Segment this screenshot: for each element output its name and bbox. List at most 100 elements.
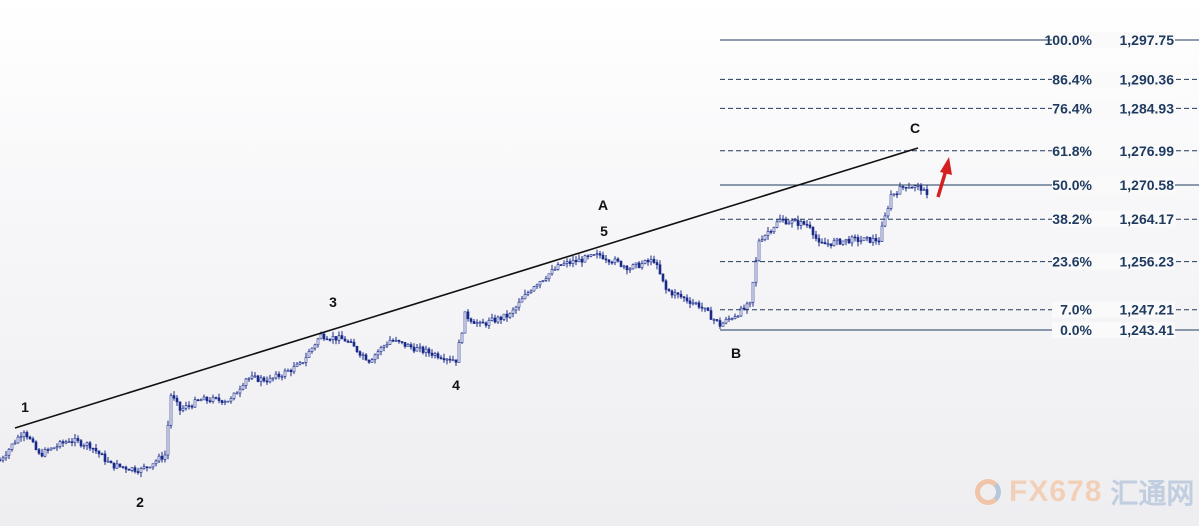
- trendline: [14, 147, 919, 429]
- candle-body: [727, 318, 731, 321]
- candle-body: [241, 385, 245, 390]
- candle-body: [445, 358, 449, 361]
- candle-body: [883, 215, 887, 227]
- candle-body: [28, 436, 32, 440]
- fib-level: 86.4% 1,290.36: [720, 71, 1199, 88]
- candle-body: [790, 220, 794, 224]
- fib-price: 1,297.75: [1120, 32, 1175, 48]
- candle-body: [502, 313, 506, 320]
- fib-percent: 0.0%: [1060, 322, 1092, 338]
- candle-body: [562, 263, 566, 266]
- candle-body: [907, 186, 911, 189]
- candle-body: [589, 254, 593, 257]
- candle-body: [130, 467, 134, 471]
- candle-body: [478, 321, 482, 324]
- candle-body: [652, 258, 656, 263]
- red-arrow-head-icon: [940, 157, 952, 175]
- fib-percent: 100.0%: [1045, 32, 1093, 48]
- candle-body: [829, 243, 833, 247]
- candle-body: [832, 240, 836, 247]
- candle-body: [25, 432, 29, 438]
- candle-body: [601, 254, 605, 260]
- fib-price: 1,284.93: [1120, 100, 1175, 116]
- candle-body: [415, 347, 419, 352]
- candle-body: [568, 261, 572, 264]
- candle-body: [553, 269, 557, 271]
- candles: [0, 182, 929, 478]
- candle-body: [94, 447, 98, 452]
- candle-body: [100, 453, 104, 456]
- candle-body: [862, 237, 866, 241]
- candle-body: [922, 189, 926, 191]
- candle-body: [268, 377, 272, 383]
- candle-body: [640, 263, 644, 269]
- candle-body: [433, 353, 437, 356]
- candle-body: [250, 375, 254, 379]
- fib-level: 0.0% 1,243.41: [720, 322, 1199, 338]
- candle-body: [820, 241, 824, 244]
- candle-body: [436, 353, 440, 358]
- candle-body: [487, 320, 491, 326]
- candle-body: [226, 400, 230, 403]
- candle-body: [235, 392, 239, 395]
- candle-body: [172, 395, 176, 399]
- candle-body: [61, 441, 65, 444]
- candle-body: [64, 441, 68, 444]
- candle-body: [52, 447, 56, 450]
- candle-body: [460, 332, 464, 343]
- candle-body: [1, 457, 5, 461]
- candle-body: [154, 460, 158, 465]
- candle-body: [10, 443, 14, 450]
- candle-body: [505, 313, 509, 318]
- candle-body: [835, 238, 839, 242]
- candle-body: [565, 261, 569, 264]
- candle-body: [739, 307, 743, 317]
- candle-body: [55, 446, 59, 449]
- candle-body: [529, 290, 533, 294]
- candle-body: [691, 302, 695, 305]
- fib-label-bg: [1052, 176, 1175, 193]
- candle-body: [286, 370, 290, 372]
- candle-body: [373, 354, 377, 360]
- candle-body: [304, 357, 308, 363]
- candle-body: [811, 227, 815, 236]
- candle-body: [403, 342, 407, 347]
- candle-body: [517, 301, 521, 308]
- candle-body: [559, 264, 563, 266]
- candle-body: [148, 466, 152, 469]
- fib-level: 100.0% 1,297.75: [720, 31, 1199, 48]
- wave-label-3: 3: [329, 294, 337, 310]
- candle-body: [880, 225, 884, 242]
- candle-body: [901, 186, 905, 188]
- candle-body: [787, 222, 791, 225]
- candle-body: [490, 317, 494, 321]
- candle-body: [676, 292, 680, 295]
- candle-body: [649, 258, 653, 263]
- fib-label-bg: [1052, 253, 1175, 270]
- wave-label-5: 5: [600, 223, 608, 239]
- candle-body: [346, 340, 350, 343]
- candle-body: [88, 442, 92, 449]
- candle-body: [112, 462, 116, 469]
- candle-body: [205, 396, 209, 402]
- candle-body: [877, 240, 881, 243]
- candle-body: [526, 292, 530, 295]
- candle-body: [361, 354, 365, 357]
- candle-body: [817, 238, 821, 243]
- candle-body: [457, 342, 461, 363]
- candle-body: [805, 223, 809, 226]
- candle-body: [334, 336, 338, 341]
- candle-body: [283, 370, 287, 377]
- candle-body: [688, 300, 692, 304]
- candle-body: [709, 310, 713, 320]
- candle-body: [547, 273, 551, 280]
- candle-body: [37, 449, 41, 454]
- candle-body: [49, 447, 53, 451]
- candle-body: [595, 253, 599, 255]
- candle-body: [550, 269, 554, 275]
- candle-body: [301, 362, 305, 364]
- candle-body: [352, 341, 356, 347]
- candle-body: [571, 260, 575, 264]
- candle-body: [244, 378, 248, 386]
- candle-body: [499, 316, 503, 320]
